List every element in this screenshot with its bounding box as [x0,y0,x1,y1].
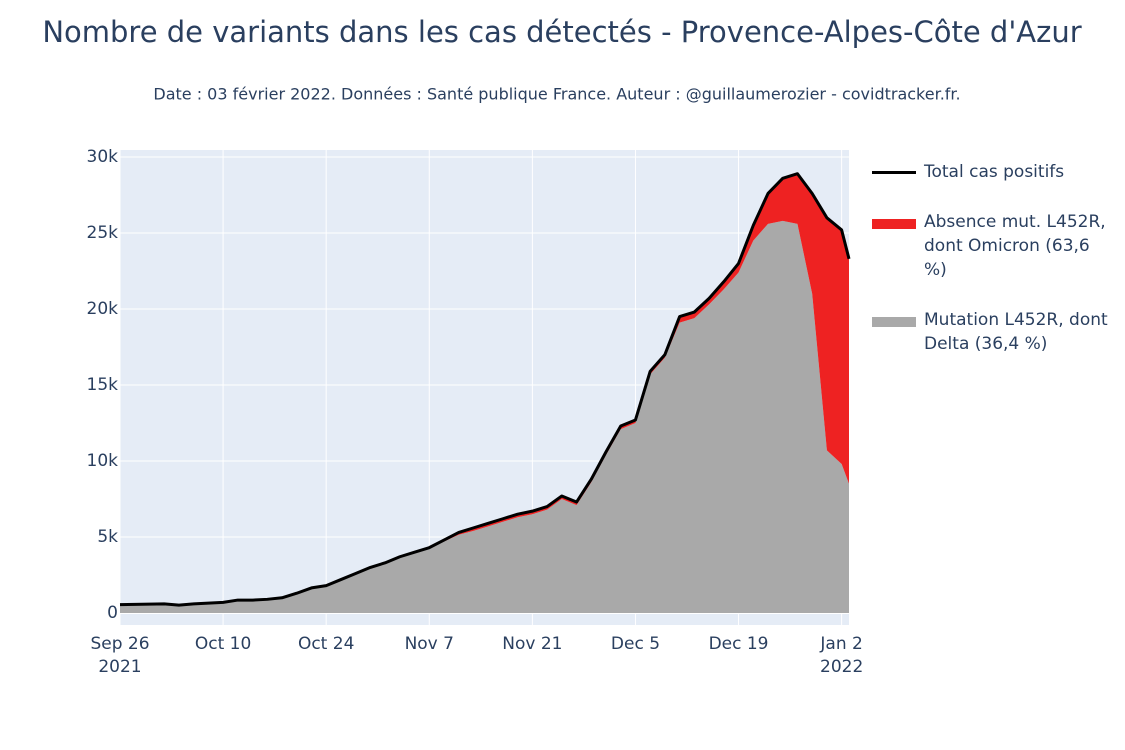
x-tick-label: Dec 19 [709,634,769,654]
legend-swatch [872,171,916,174]
x-tick-label: Oct 10 [195,634,251,654]
y-tick-label: 10k [87,451,119,471]
x-tick-label: Dec 5 [611,634,660,654]
y-tick-label: 15k [87,375,119,395]
x-tick-label: Oct 24 [298,634,354,654]
y-tick-label: 20k [87,299,119,319]
legend-label: Total cas positifs [924,162,1065,182]
y-tick-label: 25k [87,223,119,243]
x-tick-label: Nov 21 [502,634,562,654]
x-tick-label: Nov 7 [405,634,454,654]
chart-subtitle: Date : 03 février 2022. Données : Santé … [153,85,960,104]
area [120,220,849,613]
area [120,173,849,606]
legend-item: Absence mut. L452R, dont Omicron (63,6 %… [872,210,1112,282]
legend: Total cas positifs Absence mut. L452R, do… [872,160,1112,382]
x-tick-label: Sep 26 2021 [90,634,149,677]
legend-item: Total cas positifs [872,160,1112,184]
x-tick-label: Jan 2 2022 [819,634,863,677]
y-tick-label: 30k [87,147,119,167]
legend-swatch [872,317,916,327]
legend-label: Mutation L452R, dont Delta (36,4 %) [924,310,1108,354]
legend-label: Absence mut. L452R, dont Omicron (63,6 %… [924,212,1106,280]
legend-swatch [872,219,916,229]
line [119,172,851,607]
legend-item: Mutation L452R, dont Delta (36,4 %) [872,308,1112,356]
chart-title: Nombre de variants dans les cas détectés… [42,15,1081,49]
y-tick-label: 5k [97,527,118,547]
y-tick-label: 0 [107,603,118,623]
